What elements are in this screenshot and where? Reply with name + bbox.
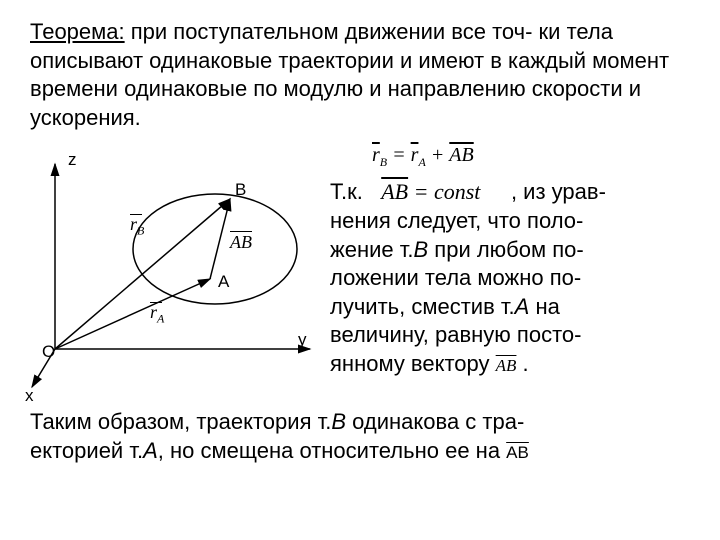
- ab-vector-label: AB: [230, 232, 252, 253]
- z-axis-label: z: [68, 150, 77, 170]
- ra-vector-label: rA: [150, 302, 164, 327]
- diagram-svg: [30, 154, 330, 404]
- point-a-label: A: [218, 272, 229, 292]
- diagram: z y x O A B rB rA AB: [30, 144, 330, 404]
- theorem-body: при поступательном движении все точ- ки …: [30, 19, 669, 130]
- point-b-label: B: [235, 180, 246, 200]
- explanation-text: Т.к. AB = const , из урав- нения следует…: [330, 174, 690, 378]
- y-axis-label: y: [298, 330, 307, 350]
- main-equation: rB = rA + AB: [372, 144, 690, 170]
- origin-label: O: [42, 342, 55, 362]
- x-axis-label: x: [25, 386, 34, 406]
- theorem-label: Теорема:: [30, 19, 125, 44]
- conclusion-text: Таким образом, траектория т.B одинакова …: [30, 408, 690, 465]
- theorem-text: Теорема: при поступательном движении все…: [30, 18, 690, 132]
- rb-vector-label: rB: [130, 214, 144, 239]
